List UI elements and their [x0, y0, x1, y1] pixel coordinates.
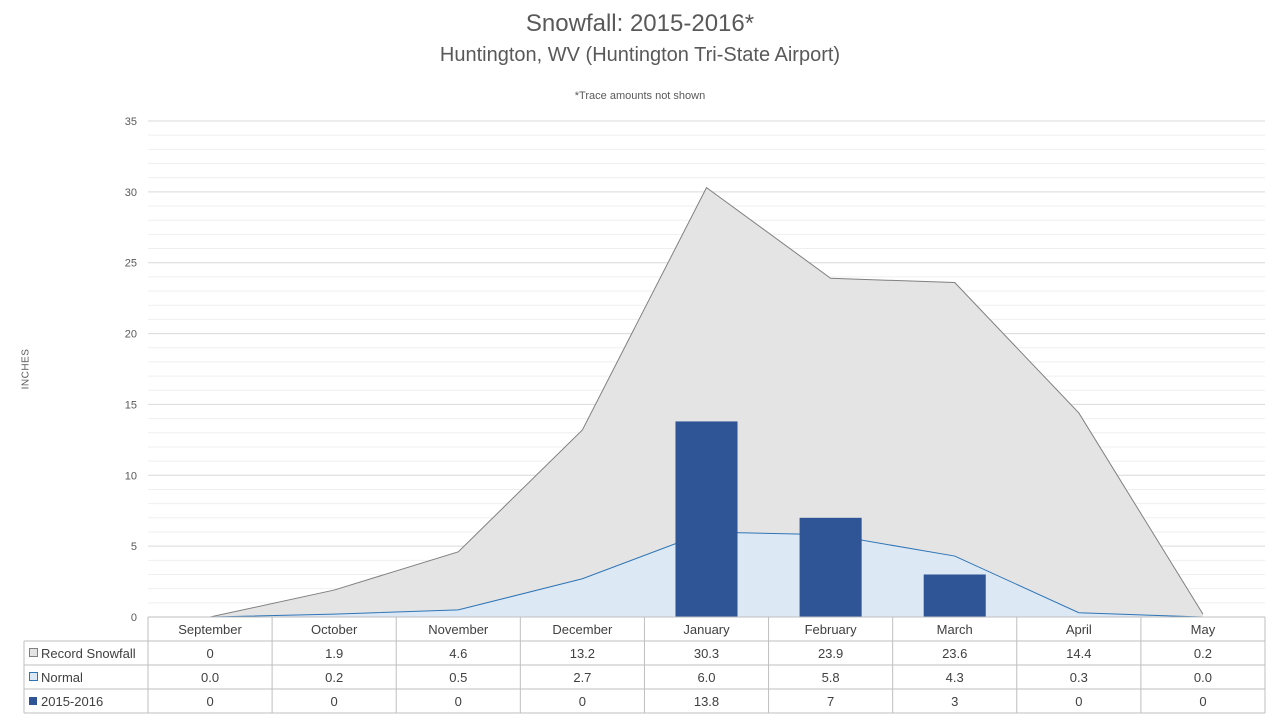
- chart-note: *Trace amounts not shown: [574, 90, 706, 102]
- data-label: 13.2: [570, 646, 595, 661]
- legend-label: Record Snowfall: [41, 646, 136, 661]
- data-label: 0: [579, 694, 586, 709]
- legend-label: Normal: [41, 670, 83, 685]
- data-label: 0.0: [201, 670, 219, 685]
- bar-january: [675, 421, 738, 617]
- legend-key: [29, 697, 37, 705]
- y-tick-label: 0: [131, 612, 137, 624]
- data-label: 13.8: [694, 694, 719, 709]
- data-label: 0.0: [1194, 670, 1212, 685]
- data-label: 23.9: [818, 646, 843, 661]
- data-label: 5.8: [822, 670, 840, 685]
- y-tick-label: 5: [131, 541, 137, 553]
- bar-february: [799, 517, 862, 617]
- y-tick-label: 35: [125, 116, 137, 128]
- data-label: 6.0: [697, 670, 715, 685]
- bar-march: [923, 574, 986, 617]
- data-label: 0.2: [325, 670, 343, 685]
- data-label: 30.3: [694, 646, 719, 661]
- y-tick-label: 10: [125, 470, 137, 482]
- record-snowfall-area: [210, 187, 1203, 617]
- x-tick-label: May: [1191, 622, 1216, 637]
- x-tick-label: January: [683, 622, 730, 637]
- y-tick-label: 30: [125, 187, 137, 199]
- x-tick-label: April: [1066, 622, 1092, 637]
- data-label: 14.4: [1066, 646, 1091, 661]
- record-snowfall-line: [209, 186, 1204, 618]
- legend-key: [29, 672, 38, 681]
- data-label: 0.5: [449, 670, 467, 685]
- data-label: 0: [206, 646, 213, 661]
- chart-title: Snowfall: 2015-2016*: [525, 10, 755, 37]
- y-tick-label: 20: [125, 329, 137, 341]
- legend-key: [29, 648, 38, 657]
- data-label: 0: [455, 694, 462, 709]
- chart-subtitle: Huntington, WV (Huntington Tri-State Air…: [439, 44, 841, 66]
- x-tick-label: October: [311, 622, 358, 637]
- data-label: 0.2: [1194, 646, 1212, 661]
- data-label: 7: [827, 694, 834, 709]
- data-label: 0: [1075, 694, 1082, 709]
- data-label: 0: [206, 694, 213, 709]
- x-tick-label: February: [805, 622, 858, 637]
- data-label: 3: [951, 694, 958, 709]
- data-label: 0.3: [1070, 670, 1088, 685]
- data-label: 0: [1199, 694, 1206, 709]
- x-tick-label: November: [428, 622, 489, 637]
- data-label: 4.6: [449, 646, 467, 661]
- y-tick-label: 25: [125, 258, 137, 270]
- y-tick-label: 15: [125, 399, 137, 411]
- data-label: 0: [331, 694, 338, 709]
- legend-label: 2015-2016: [41, 694, 103, 709]
- x-tick-label: December: [552, 622, 613, 637]
- data-label: 4.3: [946, 670, 964, 685]
- x-tick-label: September: [178, 622, 242, 637]
- x-tick-label: March: [937, 622, 973, 637]
- data-label: 2.7: [573, 670, 591, 685]
- data-label: 23.6: [942, 646, 967, 661]
- data-label: 1.9: [325, 646, 343, 661]
